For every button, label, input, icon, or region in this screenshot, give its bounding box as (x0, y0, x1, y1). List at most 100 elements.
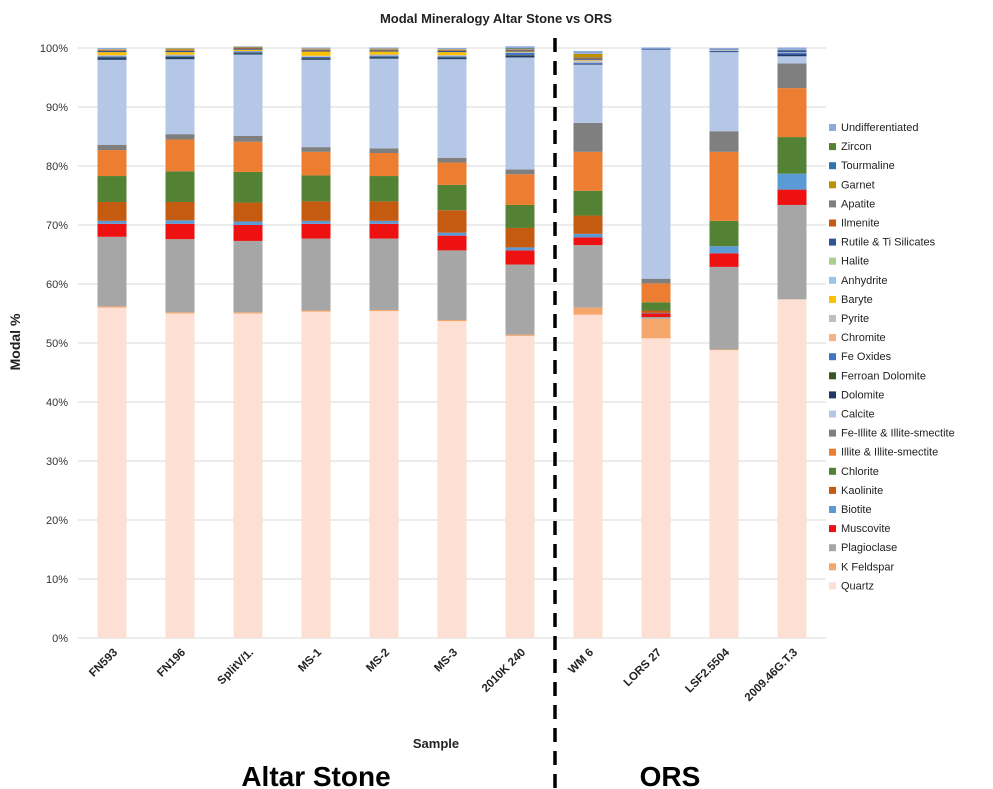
bar-segment (710, 267, 739, 350)
y-tick-label: 70% (46, 220, 68, 232)
bar-segment (642, 283, 671, 302)
bar-segment (778, 47, 807, 49)
bar-segment (370, 47, 399, 48)
y-tick-label: 60% (46, 279, 68, 291)
bar-segment (166, 48, 195, 49)
bar-segment (302, 58, 331, 59)
bar-segment (574, 59, 603, 60)
bar-segment (438, 50, 467, 51)
bar-segment (506, 49, 535, 50)
bar-segment (98, 52, 127, 55)
bar-segment (302, 50, 331, 51)
bar-segment (302, 312, 331, 638)
bar-segment (574, 245, 603, 308)
legend-swatch (829, 563, 836, 570)
bar-segment (370, 310, 399, 311)
bar-segment (778, 50, 807, 51)
bar-segment (302, 57, 331, 58)
bar-segment (506, 50, 535, 51)
bar-segment (778, 63, 807, 88)
bar-segment (234, 172, 263, 203)
bar-segment (710, 349, 739, 350)
bar-segment (438, 55, 467, 56)
bar-segment (438, 50, 467, 51)
bar-segment (574, 308, 603, 315)
bar-segment (642, 50, 671, 279)
bar-segment (438, 210, 467, 232)
bar-segment (234, 221, 263, 225)
x-tick-label: 2009.46G.T.3 (743, 647, 800, 704)
bar-segment (302, 311, 331, 312)
bar-segment (438, 162, 467, 184)
bar-segment (506, 50, 535, 51)
legend-swatch (829, 449, 836, 456)
bar-segment (506, 52, 535, 53)
legend-label: Chromite (841, 332, 886, 344)
bar-segment (710, 52, 739, 131)
legend-swatch (829, 582, 836, 589)
bar-segment (302, 60, 331, 147)
bar-segment (302, 147, 331, 152)
legend-swatch (829, 411, 836, 418)
legend-label: Ilmenite (841, 218, 880, 230)
bar-segment (778, 174, 807, 190)
bar-segment (234, 136, 263, 142)
legend: Undifferentiated Zircon Tourmaline Garnet Ap… (829, 122, 955, 592)
bar-segment (370, 57, 399, 58)
bar-segment (710, 51, 739, 52)
legend-label: Biotite (841, 504, 872, 516)
bar-segment (438, 185, 467, 210)
legend-swatch (829, 239, 836, 246)
bar-segment (438, 52, 467, 55)
bar-segment (234, 52, 263, 53)
bar-segment (710, 50, 739, 51)
bar-segment (370, 59, 399, 149)
bar-segment (642, 49, 671, 50)
bar-segment (710, 131, 739, 152)
legend-label: Plagioclase (841, 542, 897, 554)
bar-segment (98, 145, 127, 150)
legend-label: Calcite (841, 409, 875, 421)
y-tick-label: 90% (46, 102, 68, 114)
bar-segment (438, 233, 467, 236)
legend-swatch (829, 487, 836, 494)
bar-segment (302, 47, 331, 48)
bar-segment (98, 50, 127, 51)
bar-segment (370, 56, 399, 57)
bar-segment (234, 314, 263, 639)
legend-label: Chlorite (841, 466, 879, 478)
bar-segment (166, 51, 195, 52)
bar-segment (506, 48, 535, 49)
bar-segment (98, 50, 127, 51)
bar-segment (506, 46, 535, 48)
bar-segment (302, 175, 331, 201)
bar-segment (234, 142, 263, 172)
bar-segment (98, 57, 127, 58)
bar-segment (574, 234, 603, 238)
bar-segment (370, 176, 399, 201)
bar-segment (370, 239, 399, 310)
bar-segment (574, 51, 603, 54)
bar-segment (438, 250, 467, 320)
legend-swatch (829, 258, 836, 265)
bar-segment (302, 56, 331, 57)
legend-label: Ferroan Dolomite (841, 370, 926, 382)
bar-segment (234, 54, 263, 135)
bar-segment (370, 311, 399, 638)
bar-segment (166, 220, 195, 224)
x-axis-label: Sample (413, 736, 459, 751)
x-tick-label: MS-1 (296, 646, 324, 674)
bar-segment (778, 52, 807, 53)
legend-label: Baryte (841, 294, 873, 306)
bar-segment (642, 314, 671, 318)
bar-segment (778, 137, 807, 174)
bar-segment (370, 153, 399, 176)
bar-segment (166, 202, 195, 220)
bar-segment (166, 59, 195, 134)
bar-segment (98, 306, 127, 307)
bar-segment (438, 49, 467, 50)
bar-segment (302, 201, 331, 220)
bar-segment (574, 65, 603, 123)
bar-segment (642, 311, 671, 313)
bar-segment (98, 221, 127, 224)
